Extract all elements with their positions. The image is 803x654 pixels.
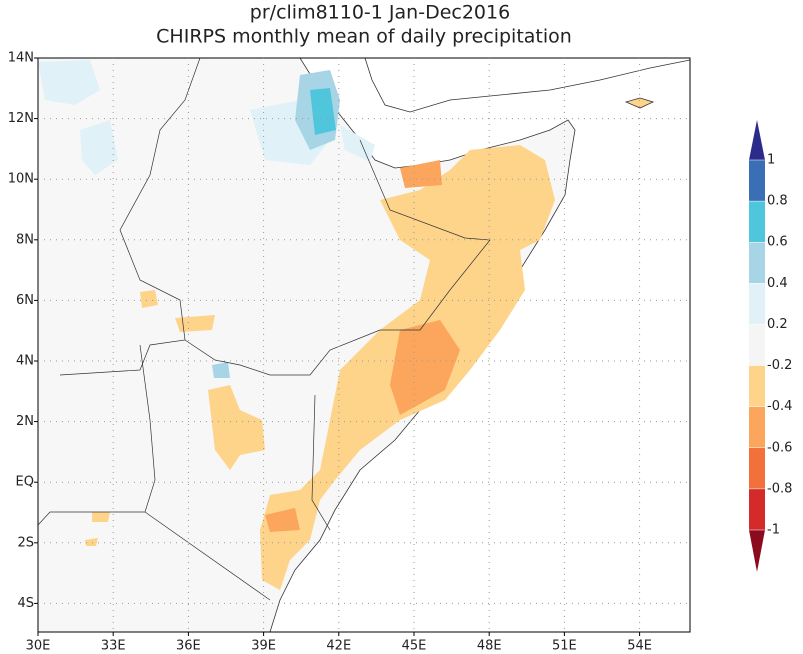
x-tick-label: 36E: [176, 639, 201, 654]
colorbar-bin: [749, 488, 765, 530]
y-tick-label: EQ: [16, 475, 34, 490]
colorbar-label: 0.2: [767, 317, 788, 332]
y-tick-label: 2N: [16, 414, 34, 429]
strong-dry-anomaly: [265, 160, 460, 532]
colorbar-label: -0.6: [767, 440, 792, 455]
x-tick-label: 51E: [552, 639, 577, 654]
colorbar-label: 0.4: [767, 276, 788, 291]
x-tick-label: 33E: [101, 639, 126, 654]
dry-anomaly: [85, 290, 215, 546]
colorbar-bin: [749, 201, 765, 243]
colorbar-label: -0.4: [767, 399, 792, 414]
colorbar-label: -0.8: [767, 481, 792, 496]
colorbar-label: 0.6: [767, 235, 788, 250]
colorbar-label: 0.8: [767, 194, 788, 209]
map-area: [37, 57, 691, 633]
y-tick-label: 2S: [17, 535, 34, 550]
x-tick-label: 39E: [251, 639, 276, 654]
y-tick-label: 8N: [16, 232, 34, 247]
y-tick-label: 14N: [8, 51, 34, 66]
wet-anomaly: [38, 60, 375, 175]
y-tick-label: 6N: [16, 293, 34, 308]
colorbar-label: -0.2: [767, 358, 792, 373]
colorbar-bin: [749, 242, 765, 284]
title-line: pr/clim8110-1 Jan-Dec2016: [250, 2, 510, 24]
x-tick-label: 30E: [26, 639, 51, 654]
y-tick-label: 4N: [16, 354, 34, 369]
map-frame: [37, 57, 691, 633]
x-tick-label: 45E: [402, 639, 427, 654]
colorbar-bin: [749, 447, 765, 489]
island: [624, 97, 655, 109]
country-border: [37, 57, 491, 601]
title-line: CHIRPS monthly mean of daily precipitati…: [156, 26, 572, 48]
colorbar-arrow: [749, 120, 765, 160]
colorbar-bin: [749, 283, 765, 325]
colorbar-bin: [749, 324, 765, 366]
y-tick-label: 10N: [8, 172, 34, 187]
y-tick-label: 4S: [17, 596, 34, 611]
colorbar-bin: [749, 406, 765, 448]
colorbar-bin: [749, 365, 765, 407]
colorbar-label: -1: [767, 523, 780, 538]
colorbar-label: 1: [767, 153, 775, 168]
colorbar-arrow: [749, 530, 765, 572]
arabia-coast: [364, 57, 691, 113]
dry-anomaly: [208, 385, 265, 470]
colorbar-bin: [749, 160, 765, 202]
y-tick-label: 12N: [8, 111, 34, 126]
x-tick-label: 54E: [627, 639, 652, 654]
strong-wet-anomaly: [310, 88, 336, 135]
x-tick-label: 48E: [477, 639, 502, 654]
x-tick-label: 42E: [326, 639, 351, 654]
